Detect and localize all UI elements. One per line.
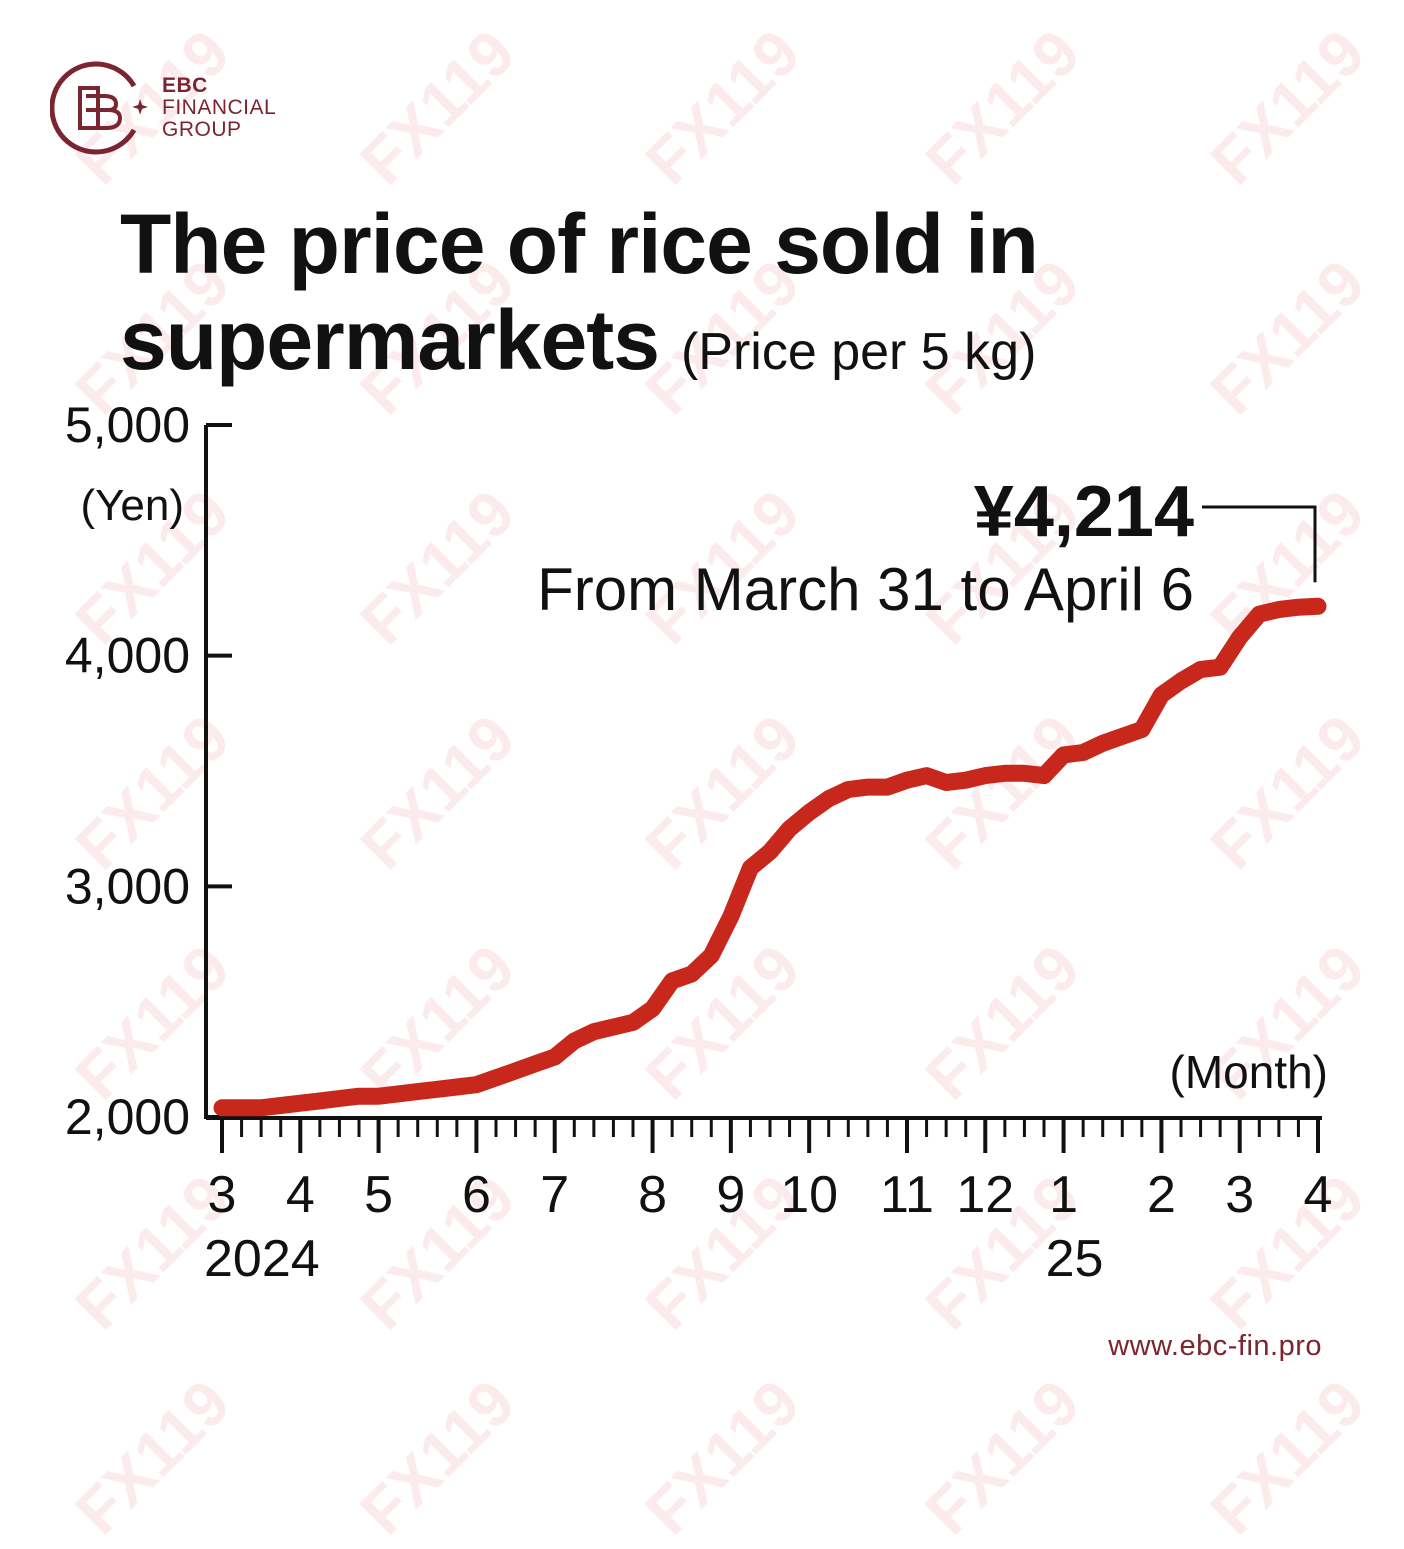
y-tick-label: 2,000 bbox=[65, 1089, 190, 1145]
x-tick-label: 12 bbox=[956, 1166, 1014, 1224]
x-tick-label: 7 bbox=[540, 1166, 569, 1224]
x-tick-label: 11 bbox=[880, 1166, 934, 1224]
x-year-label: 2024 bbox=[204, 1230, 320, 1288]
chart-subtitle: (Price per 5 kg) bbox=[680, 323, 1037, 381]
x-tick-label: 3 bbox=[208, 1166, 237, 1224]
x-year-label: 25 bbox=[1046, 1230, 1104, 1288]
chart-title: The price of rice sold in supermarkets bbox=[120, 197, 1039, 387]
x-tick-label: 4 bbox=[1304, 1166, 1333, 1224]
brand-name-line1: EBC bbox=[162, 74, 208, 97]
x-tick-label: 5 bbox=[364, 1166, 393, 1224]
x-tick-label: 8 bbox=[638, 1166, 667, 1224]
chart-title-block: The price of rice sold in supermarkets (P… bbox=[120, 196, 1404, 400]
x-tick-label: 4 bbox=[286, 1166, 315, 1224]
x-tick-label: 9 bbox=[716, 1166, 745, 1224]
annotation-leader-line bbox=[1202, 505, 1317, 583]
brand-name-line3: GROUP bbox=[162, 118, 242, 141]
y-axis-label: (Yen) bbox=[80, 481, 184, 530]
x-tick-label: 1 bbox=[1049, 1166, 1078, 1224]
brand-name: EBC FINANCIAL GROUP bbox=[162, 75, 276, 141]
x-tick-label: 2 bbox=[1147, 1166, 1176, 1224]
brand-name-line2: FINANCIAL bbox=[162, 96, 277, 119]
annotation-value-label: ¥4,214 bbox=[974, 472, 1194, 552]
x-tick-label: 6 bbox=[462, 1166, 491, 1224]
series-line bbox=[213, 597, 1327, 1117]
x-tick-label: 10 bbox=[780, 1166, 838, 1224]
y-tick-label: 3,000 bbox=[65, 858, 190, 914]
chart-series bbox=[213, 597, 1327, 1117]
footer-url: www.ebc-fin.pro bbox=[1108, 1330, 1322, 1362]
chart-axes bbox=[204, 425, 1322, 1120]
ebc-logo-icon bbox=[50, 61, 148, 155]
x-axis-label: (Month) bbox=[1170, 1046, 1328, 1098]
brand-logo: EBC FINANCIAL GROUP bbox=[50, 58, 276, 158]
y-tick-label: 4,000 bbox=[65, 628, 190, 684]
annotation-text: From March 31 to April 6 bbox=[537, 556, 1194, 623]
y-tick-label: 5,000 bbox=[65, 397, 190, 453]
x-tick-label: 3 bbox=[1225, 1166, 1254, 1224]
